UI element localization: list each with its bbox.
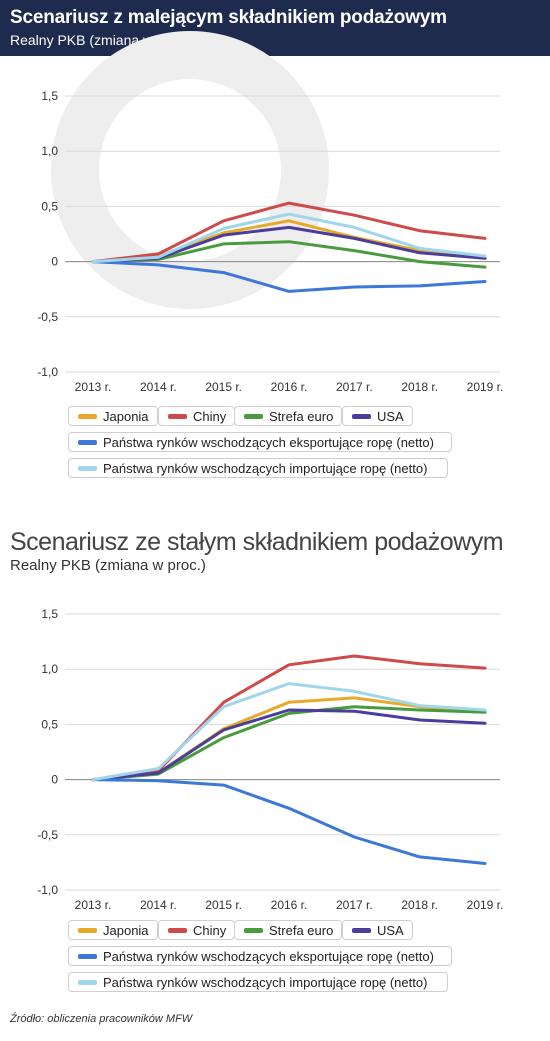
legend-item-usa: USA [342,406,413,426]
legend-label: Strefa euro [269,409,334,424]
legend-item-japonia: Japonia [68,920,158,940]
x-tick-label: 2014 r. [140,380,177,394]
legend-item-panstwa-rynkow-wschodzacych-importujace-rope-netto: Państwa rynków wschodzących importujące … [68,972,448,992]
legend-chart-2: Japonia Chiny Strefa euro USA Państwa rynków… [66,920,466,1000]
series-line-panstwa-rynkow-wschodzacych-importujace-rope-netto [91,212,487,264]
legend-swatch [78,440,97,445]
legend-label: USA [377,923,404,938]
legend-swatch [352,928,371,933]
y-tick-label: 0,5 [41,199,58,213]
y-tick-label: 0 [51,255,58,269]
legend-swatch [168,928,187,933]
legend-item-strefa-euro: Strefa euro [234,920,343,940]
legend-swatch [168,414,187,419]
legend-label: Państwa rynków wschodzących importujące … [103,975,428,990]
x-tick-label: 2016 r. [271,898,308,912]
y-tick-label: -1,0 [37,883,58,897]
legend-label: Japonia [103,923,149,938]
legend-label: Strefa euro [269,923,334,938]
legend-item-chiny: Chiny [158,920,236,940]
legend-swatch [78,980,97,985]
series-line-panstwa-rynkow-wschodzacych-eksportujace-rope-netto [91,778,487,865]
series-line-panstwa-rynkow-wschodzacych-importujace-rope-netto [91,682,487,782]
legend-label: Chiny [193,409,227,424]
legend-item-panstwa-rynkow-wschodzacych-eksportujace-rope-netto: Państwa rynków wschodzących eksportujące… [68,432,452,452]
legend-swatch [352,414,371,419]
x-tick-label: 2019 r. [467,380,504,394]
legend-item-usa: USA [342,920,413,940]
series-line-usa [91,708,487,782]
title-banner: Scenariusz z malejącym składnikiem podaż… [0,0,550,56]
series-line-chiny [91,201,487,264]
legend-swatch [244,414,263,419]
x-tick-label: 2015 r. [205,898,242,912]
x-tick-label: 2016 r. [271,380,308,394]
legend-swatch [78,466,97,471]
x-tick-label: 2013 r. [75,380,112,394]
legend-item-chiny: Chiny [158,406,236,426]
legend-label: Państwa rynków wschodzących eksportujące… [103,435,434,450]
legend-swatch [78,928,97,933]
x-tick-label: 2017 r. [336,380,373,394]
legend-label: Japonia [103,409,149,424]
y-tick-label: -0,5 [37,310,58,324]
y-tick-label: 0,5 [41,717,58,731]
chart-title-2: Scenariusz ze stałym składnikiem podażow… [10,528,504,556]
x-tick-label: 2013 r. [75,898,112,912]
legend-label: Państwa rynków wschodzących eksportujące… [103,949,434,964]
x-tick-label: 2014 r. [140,898,177,912]
watermark-logo [51,31,329,309]
line-chart-decreasing: 1,5 1,0 0,5 0 -0,5 -1,0 2013 r. 2014 r. 2015 r. 2… [37,89,504,394]
legend-item-panstwa-rynkow-wschodzacych-eksportujace-rope-netto: Państwa rynków wschodzących eksportujące… [68,946,452,966]
x-tick-label: 2019 r. [467,898,504,912]
legend-label: Chiny [193,923,227,938]
y-tick-label: 1,0 [41,144,58,158]
legend-chart-1: Japonia Chiny Strefa euro USA Państwa rynków… [66,406,466,486]
legend-swatch [78,954,97,959]
y-tick-label: -1,0 [37,365,58,379]
legend-label: Państwa rynków wschodzących importujące … [103,461,428,476]
series-line-panstwa-rynkow-wschodzacych-eksportujace-rope-netto [91,260,487,293]
legend-swatch [78,414,97,419]
y-tick-label: 1,5 [41,607,58,621]
x-tick-label: 2018 r. [401,898,438,912]
series-line-chiny [91,654,487,782]
legend-swatch [244,928,263,933]
y-tick-label: 1,5 [41,89,58,103]
y-tick-label: 0 [51,773,58,787]
source-note: Źródło: obliczenia pracowników MFW [10,1013,193,1025]
y-tick-label: -0,5 [37,828,58,842]
line-chart-constant: 1,5 1,0 0,5 0 -0,5 -1,0 2013 r. 2014 r. 2015 r. 2… [37,607,504,912]
y-tick-label: 1,0 [41,662,58,676]
x-tick-label: 2015 r. [205,380,242,394]
legend-label: USA [377,409,404,424]
x-tick-label: 2017 r. [336,898,373,912]
x-tick-label: 2018 r. [401,380,438,394]
legend-item-strefa-euro: Strefa euro [234,406,343,426]
chart-subtitle-2: Realny PKB (zmiana w proc.) [10,557,206,574]
chart-title: Scenariusz z malejącym składnikiem podaż… [10,7,447,28]
legend-item-japonia: Japonia [68,406,158,426]
legend-item-panstwa-rynkow-wschodzacych-importujace-rope-netto: Państwa rynków wschodzących importujące … [68,458,448,478]
